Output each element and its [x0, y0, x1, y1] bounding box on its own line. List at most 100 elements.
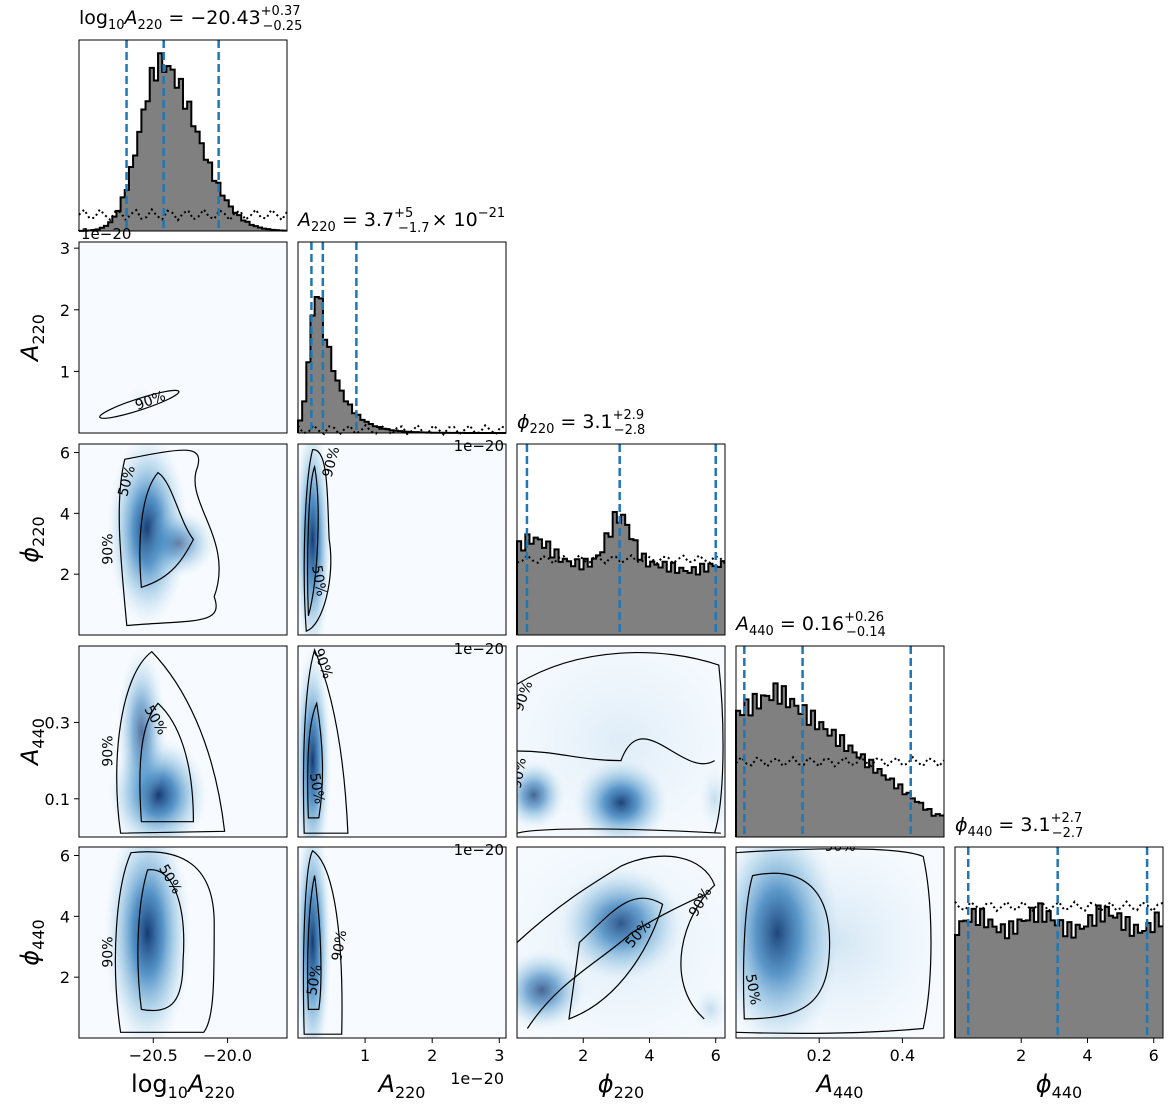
y-tick-label: 6: [60, 847, 70, 866]
contour-label: 50%: [304, 963, 325, 996]
density-panel-phi220-vs-log10A220: 90% 50%: [78, 443, 288, 636]
hist-fill-phi220: [517, 511, 725, 635]
contour-label: 50%: [742, 973, 763, 1006]
density-background: [298, 444, 506, 635]
y-axis-label-phi440: ϕ440: [16, 919, 48, 965]
x-axis-phi220: 2 4 6 ϕ220: [578, 1038, 721, 1102]
panel-title-phi220: ϕ220 = 3.1+2.9 −2.8: [517, 408, 645, 438]
contour-label: 50%: [308, 564, 329, 597]
contour-line: [736, 848, 932, 1035]
x-tick-label: 2: [1016, 1046, 1026, 1065]
axes-frame: [78, 241, 288, 434]
density-panel-phi440-vs-A440: 90% 50%: [735, 846, 945, 1039]
hist-fill-phi440: [955, 903, 1163, 1038]
x-tick-label: −20.0: [203, 1046, 252, 1065]
x-tick-label: 0.2: [806, 1046, 831, 1065]
contour-label: 50%: [115, 464, 139, 498]
x-axis-label-log10A220: log10A220: [131, 1070, 235, 1102]
density-panel-phi440-vs-log10A220: 90%50%: [78, 846, 288, 1039]
contour-line: [568, 897, 664, 1020]
contour-line: [139, 471, 195, 589]
hist-panel-log10A220: log10A220 = −20.43+0.37 −0.25: [78, 4, 302, 232]
x-tick-label: 6: [711, 1046, 721, 1065]
x-tick-label: 0.4: [890, 1046, 915, 1065]
contour-line: [517, 855, 716, 1029]
contour-label: 90%: [100, 936, 116, 967]
axes-frame: [516, 645, 726, 838]
y-axis-label-A440: A440: [16, 718, 48, 767]
y-axis-phi220: 2 4 6 ϕ220: [16, 444, 79, 584]
axes-frame: [297, 443, 507, 636]
contour-label: 90%: [100, 533, 116, 564]
y-tick-label: 4: [60, 504, 70, 523]
density-background: [298, 847, 506, 1038]
contour-line: [303, 449, 332, 633]
x-tick-label: −20.5: [129, 1046, 178, 1065]
x-tick-label: 2: [578, 1046, 588, 1065]
y-axis-label-phi220: ϕ220: [16, 516, 48, 562]
axes-frame: [78, 846, 288, 1039]
hist-fill-log10A220: [79, 53, 287, 232]
x-tick-label: 2: [427, 1046, 437, 1065]
contour-label: 90%: [100, 735, 116, 766]
x-offset-text-A220: 1e−20: [450, 1069, 504, 1088]
contour-label: 50%: [306, 772, 327, 805]
offset-text-log10A220: 1e−20: [81, 225, 131, 243]
hist-fill-A440: [736, 683, 944, 837]
axes-frame: [78, 39, 288, 232]
contour-line: [742, 872, 831, 1020]
y-tick-label: 4: [60, 907, 70, 926]
contour-line: [302, 648, 349, 834]
contour-line: [116, 650, 226, 834]
density-blob: [298, 646, 332, 837]
contour-line: [307, 464, 319, 617]
density-panel-A220-vs-log10A220: 90%: [78, 241, 288, 434]
density-blob: [517, 646, 725, 837]
contour-label: 90%: [329, 929, 350, 962]
y-tick-label: 2: [60, 301, 70, 320]
y-tick-label: 2: [60, 565, 70, 584]
axes-frame: [735, 645, 945, 838]
axes-frame: [297, 241, 507, 434]
density-blob: [103, 847, 192, 1038]
contour-line: [99, 389, 180, 419]
x-tick-label: 3: [494, 1046, 504, 1065]
contour-line: [118, 449, 220, 627]
hist-edge-log10A220: [78, 52, 287, 232]
y-tick-label: 3: [60, 239, 70, 258]
density-panel-A440-vs-log10A220: 90%50%: [78, 645, 288, 838]
x-axis-label-phi220: ϕ220: [598, 1070, 644, 1102]
contour-label: 90%: [320, 445, 344, 479]
contour-line: [307, 875, 322, 1010]
x-axis-A220: 1 2 3 A220: [360, 1038, 504, 1102]
axes-frame: [516, 443, 726, 636]
y-tick-label: 0.3: [45, 713, 70, 732]
density-background: [79, 242, 287, 433]
panel-title-log10A220: log10A220 = −20.43+0.37 −0.25: [79, 4, 302, 34]
prior-phi220: [516, 553, 726, 565]
contour-line: [302, 849, 343, 1035]
axes-frame: [297, 846, 507, 1039]
hist-panel-A220: A220 = 3.7+5 −1.7 × 10−21: [296, 206, 507, 437]
panel-title-phi440: ϕ440 = 3.1+2.7 −2.7: [955, 811, 1083, 841]
density-panel-A440-vs-phi220: 90%90%: [516, 645, 726, 838]
hist-edge-phi440: [954, 902, 1163, 1038]
x-axis-label-phi440: ϕ440: [1036, 1070, 1082, 1102]
hist-edge-phi220: [516, 510, 725, 635]
hist-fill-A220: [298, 297, 506, 433]
hist-panel-A440: A440 = 0.16+0.26 −0.14: [734, 610, 945, 838]
contour-line: [137, 869, 185, 1012]
y-tick-label: 0.1: [45, 790, 70, 809]
x-tick-label: 4: [1082, 1046, 1092, 1065]
density-blob: [125, 384, 157, 413]
y-axis-phi440: 2 4 6 ϕ440: [16, 847, 79, 987]
density-panel-phi440-vs-phi220: 90%50%: [516, 846, 726, 1039]
axes-frame: [78, 443, 288, 636]
x-axis-label-A220: A220: [377, 1070, 426, 1102]
panel-title-A220: A220 = 3.7+5 −1.7 × 10−21: [296, 206, 505, 236]
x-tick-label: 4: [644, 1046, 654, 1065]
hist-edge-A440: [735, 682, 944, 837]
y-tick-label: 6: [60, 444, 70, 463]
